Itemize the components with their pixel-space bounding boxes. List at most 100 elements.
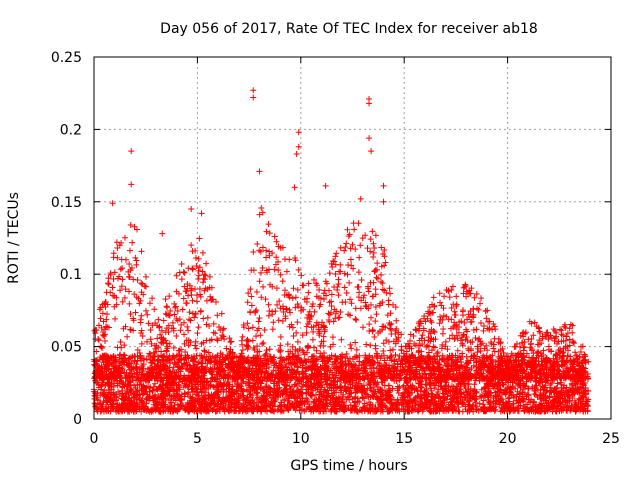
data-point xyxy=(366,399,373,406)
data-point xyxy=(253,307,260,314)
data-point xyxy=(366,381,373,388)
data-point xyxy=(335,292,342,299)
data-point xyxy=(232,408,239,415)
data-point xyxy=(470,387,477,394)
data-point xyxy=(279,278,286,285)
data-point xyxy=(192,255,199,262)
data-point xyxy=(583,397,590,404)
data-point xyxy=(151,380,158,387)
data-point xyxy=(239,346,246,353)
data-point xyxy=(357,383,364,390)
data-point xyxy=(102,338,109,345)
data-point xyxy=(245,325,252,332)
data-point xyxy=(200,315,207,322)
data-point xyxy=(177,327,184,334)
data-point xyxy=(121,342,128,349)
data-point xyxy=(309,336,316,343)
data-point xyxy=(364,245,371,252)
data-point xyxy=(273,285,280,292)
data-point xyxy=(185,265,192,272)
data-point xyxy=(381,357,388,364)
data-point xyxy=(369,228,376,235)
data-point xyxy=(271,266,278,273)
data-point xyxy=(353,346,360,353)
data-point xyxy=(260,339,267,346)
data-point xyxy=(138,280,145,287)
data-point xyxy=(290,332,297,339)
data-point xyxy=(194,330,201,337)
data-point xyxy=(353,353,360,360)
data-point xyxy=(573,352,580,359)
data-point xyxy=(127,326,134,333)
data-point xyxy=(253,288,260,295)
data-point xyxy=(423,381,430,388)
data-point xyxy=(188,386,195,393)
data-point xyxy=(340,408,347,415)
data-point xyxy=(478,386,485,393)
data-point xyxy=(250,249,257,256)
data-point xyxy=(179,306,186,313)
data-point xyxy=(165,328,172,335)
data-point xyxy=(117,339,124,346)
data-point xyxy=(344,271,351,278)
data-point xyxy=(349,380,356,387)
data-point xyxy=(113,239,120,246)
data-point xyxy=(261,327,268,334)
data-point xyxy=(329,334,336,341)
data-point xyxy=(391,356,398,363)
data-point xyxy=(305,289,312,296)
data-point xyxy=(357,242,364,249)
data-point xyxy=(492,326,499,333)
data-point xyxy=(294,338,301,345)
data-point xyxy=(119,265,126,272)
data-point xyxy=(220,381,227,388)
data-point xyxy=(521,389,528,396)
data-point xyxy=(570,339,577,346)
data-point xyxy=(536,328,543,335)
data-point xyxy=(431,344,438,351)
data-point xyxy=(348,300,355,307)
data-point xyxy=(188,242,195,249)
data-point xyxy=(367,342,374,349)
data-point xyxy=(149,387,156,394)
data-point xyxy=(152,391,159,398)
data-point xyxy=(126,300,133,307)
data-point xyxy=(317,342,324,349)
data-point xyxy=(367,248,374,255)
data-point xyxy=(104,280,111,287)
data-point xyxy=(554,380,561,387)
data-point xyxy=(385,382,392,389)
data-point xyxy=(481,384,488,391)
data-point xyxy=(204,377,211,384)
data-point xyxy=(160,317,167,324)
data-point xyxy=(480,397,487,404)
data-point xyxy=(181,390,188,397)
data-point xyxy=(503,385,510,392)
data-point xyxy=(386,285,393,292)
data-point xyxy=(371,334,378,341)
data-point xyxy=(562,324,569,331)
data-point xyxy=(372,318,379,325)
data-points xyxy=(91,87,592,415)
data-point xyxy=(172,304,179,311)
data-point xyxy=(367,385,374,392)
data-point xyxy=(370,253,377,260)
data-point xyxy=(249,397,256,404)
data-point xyxy=(265,301,272,308)
data-point xyxy=(345,379,352,386)
data-point xyxy=(142,307,149,314)
data-point xyxy=(266,346,273,353)
data-point xyxy=(516,381,523,388)
data-point xyxy=(207,378,214,385)
data-point xyxy=(557,326,564,333)
data-point xyxy=(476,400,483,407)
data-point xyxy=(292,294,299,301)
data-point xyxy=(293,329,300,336)
data-point xyxy=(355,283,362,290)
data-point xyxy=(189,266,196,273)
data-point xyxy=(253,333,260,340)
data-point xyxy=(453,293,460,300)
data-point xyxy=(471,381,478,388)
data-point xyxy=(137,316,144,323)
